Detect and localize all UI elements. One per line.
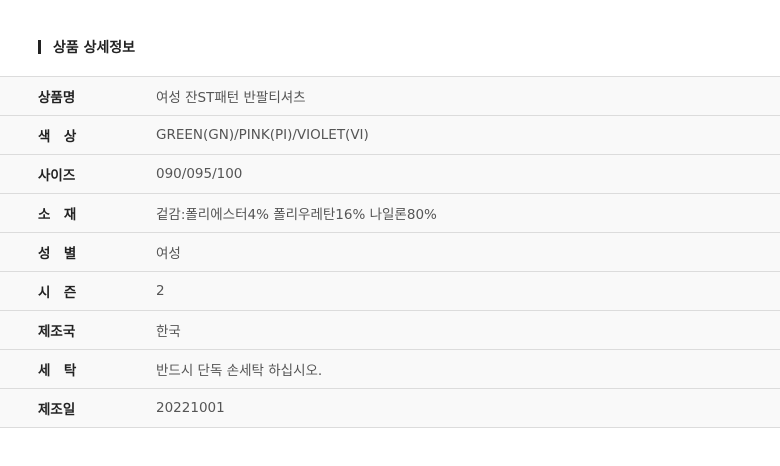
row-label: 성 별 <box>0 232 156 272</box>
row-value: 2 <box>156 271 780 311</box>
row-value: 여성 잔ST패턴 반팔티셔츠 <box>156 76 780 116</box>
row-label: 사이즈 <box>0 154 156 194</box>
title-text: 상품 상세정보 <box>53 40 136 56</box>
table-row: 제조국 한국 <box>0 310 780 350</box>
section-title: 상품 상세정보 <box>38 37 135 57</box>
row-label: 시 즌 <box>0 271 156 311</box>
row-value: 20221001 <box>156 388 780 428</box>
table-row: 세 탁 반드시 단독 손세탁 하십시오. <box>0 349 780 389</box>
table-row: 성 별 여성 <box>0 232 780 272</box>
row-value: 반드시 단독 손세탁 하십시오. <box>156 349 780 389</box>
row-label: 색 상 <box>0 115 156 155</box>
table-row: 제조일 20221001 <box>0 388 780 428</box>
row-value: 090/095/100 <box>156 154 780 194</box>
row-value: GREEN(GN)/PINK(PI)/VIOLET(VI) <box>156 115 780 155</box>
row-value: 겉감:폴리에스터4% 폴리우레탄16% 나일론80% <box>156 193 780 233</box>
product-detail-table: 상품명 여성 잔ST패턴 반팔티셔츠 색 상 GREEN(GN)/PINK(PI)/V… <box>0 76 780 428</box>
row-label: 제조국 <box>0 310 156 350</box>
table-row: 소 재 겉감:폴리에스터4% 폴리우레탄16% 나일론80% <box>0 193 780 233</box>
table-row: 사이즈 090/095/100 <box>0 154 780 194</box>
title-bar <box>38 40 41 54</box>
row-label: 상품명 <box>0 76 156 116</box>
table-row: 상품명 여성 잔ST패턴 반팔티셔츠 <box>0 76 780 116</box>
row-label: 소 재 <box>0 193 156 233</box>
row-label: 세 탁 <box>0 349 156 389</box>
row-value: 여성 <box>156 232 780 272</box>
row-value: 한국 <box>156 310 780 350</box>
table-row: 색 상 GREEN(GN)/PINK(PI)/VIOLET(VI) <box>0 115 780 155</box>
row-label: 제조일 <box>0 388 156 428</box>
